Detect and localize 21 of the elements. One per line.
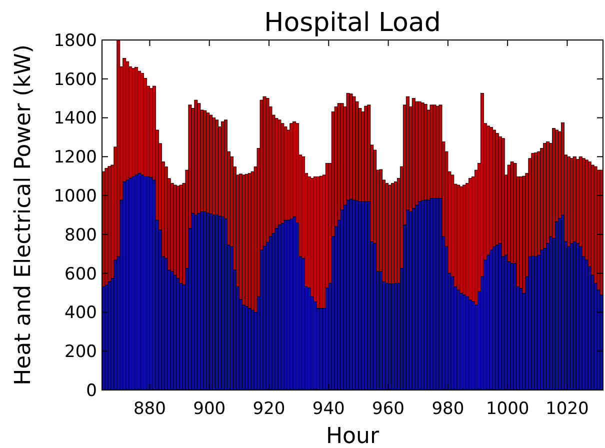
x-tick-label: 880 [133,399,166,419]
x-tick-label: 980 [432,399,464,419]
y-tick-label: 0 [86,380,97,401]
x-tick-label: 960 [372,399,405,419]
y-tick-label: 200 [64,342,97,362]
y-axis-title: Heat and Electrical Power (kW) [11,44,36,386]
x-tick-label: 920 [252,399,286,419]
y-tick-label: 600 [64,264,97,284]
y-tick-label: 1600 [54,70,97,90]
y-tick-label: 1000 [54,186,97,207]
x-tick-label: 900 [193,399,226,419]
y-tick-label: 800 [64,225,97,246]
x-tick-label: 1000 [486,399,530,419]
x-tick-label: 1020 [546,399,589,419]
y-tick-label: 1200 [54,148,97,168]
x-axis-title: Hour [326,424,380,448]
x-tick-label: 940 [312,399,345,419]
y-tick-label: 1800 [54,30,97,51]
y-tick-label: 1400 [54,108,97,129]
chart-title: Hospital Load [264,8,441,38]
y-tick-label: 400 [64,303,97,324]
